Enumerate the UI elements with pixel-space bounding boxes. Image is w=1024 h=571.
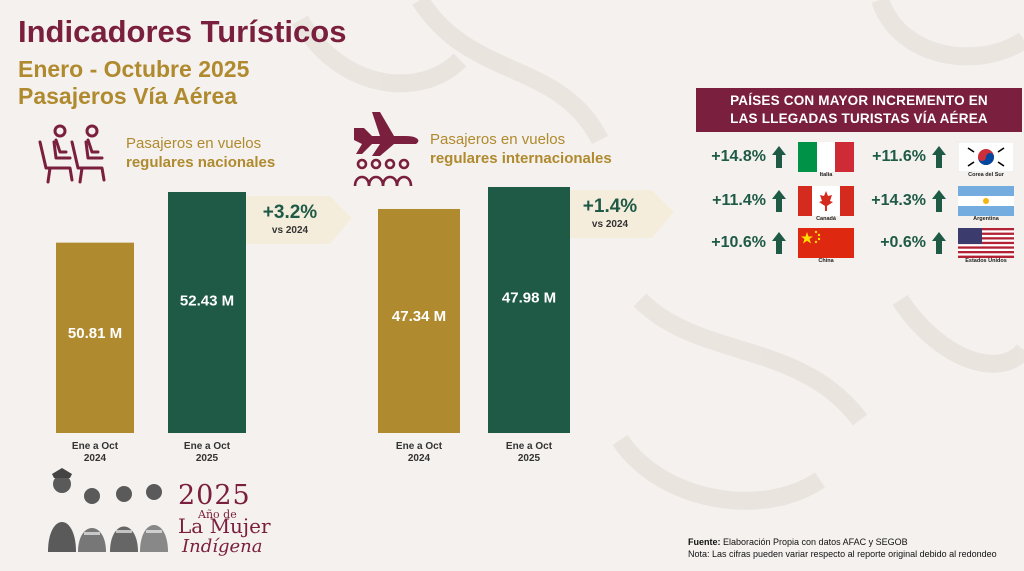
category-label: Ene a Oct bbox=[72, 441, 119, 452]
indigenous-women-illustration bbox=[48, 468, 168, 552]
international-label-line2: regulares internacionales bbox=[430, 150, 612, 167]
argentina-flag bbox=[958, 186, 1014, 216]
country-pct: +11.4% bbox=[712, 192, 766, 209]
category-label: 2024 bbox=[408, 453, 431, 464]
footer-notes: Fuente: Elaboración Propia con datos AFA… bbox=[688, 536, 997, 560]
international-growth-pct: +1.4% bbox=[582, 196, 638, 217]
country-name: Canadá bbox=[816, 216, 836, 222]
up-arrow-icon bbox=[772, 232, 786, 254]
country-pct: +11.6% bbox=[872, 148, 926, 165]
international-growth-badge: +1.4% vs 2024 bbox=[572, 196, 648, 230]
category-label: 2024 bbox=[84, 453, 107, 464]
country-item-argentina: +14.3% Argentina bbox=[860, 186, 1020, 222]
up-arrow-icon bbox=[932, 190, 946, 212]
period-subtitle: Enero - Octubre 2025 bbox=[18, 56, 250, 82]
national-growth-badge: +3.2% vs 2024 bbox=[252, 202, 328, 236]
bar-international-0 bbox=[378, 208, 460, 433]
footer-source-label: Fuente: bbox=[688, 537, 721, 547]
logo-line3: Indígena bbox=[182, 536, 263, 557]
logo-line2: La Mujer bbox=[178, 514, 271, 538]
china-flag bbox=[798, 228, 854, 258]
country-pct: +10.6% bbox=[711, 234, 766, 251]
bar-value-label: 47.34 M bbox=[392, 308, 446, 325]
international-label: Pasajeros en vuelos regulares internacio… bbox=[430, 130, 612, 168]
bar-value-label: 50.81 M bbox=[68, 325, 122, 342]
up-arrow-icon bbox=[932, 232, 946, 254]
bar-national-0 bbox=[56, 242, 134, 433]
country-pct: +0.6% bbox=[880, 234, 926, 251]
bar-value-label: 47.98 M bbox=[502, 290, 556, 307]
category-label: Ene a Oct bbox=[396, 441, 443, 452]
international-growth-vs: vs 2024 bbox=[591, 219, 629, 230]
usa-flag bbox=[958, 228, 1014, 258]
logo-line1: Año de bbox=[198, 508, 237, 521]
country-item-canada: +11.4% Canadá bbox=[700, 186, 860, 222]
country-pct: +14.3% bbox=[871, 192, 926, 209]
country-item-usa: +0.6% Estados Unidos bbox=[860, 228, 1020, 264]
category-label: 2025 bbox=[518, 453, 541, 464]
countries-title-line2: LAS LLEGADAS TURISTAS VÍA AÉREA bbox=[730, 111, 988, 126]
country-name: China bbox=[818, 258, 834, 264]
country-name: Italia bbox=[819, 172, 833, 178]
category-label: 2025 bbox=[196, 453, 219, 464]
country-item-corea: +11.6% Corea del Sur bbox=[860, 142, 1020, 178]
international-label-line1: Pasajeros en vuelos bbox=[430, 131, 566, 148]
page-title: Indicadores Turísticos bbox=[18, 14, 347, 49]
country-name: Argentina bbox=[973, 216, 999, 222]
national-badge-shape bbox=[246, 196, 352, 244]
country-item-italia: +14.8% Italia bbox=[700, 142, 860, 178]
country-pct: +14.8% bbox=[711, 148, 766, 165]
topic-subtitle: Pasajeros Vía Aérea bbox=[18, 83, 238, 109]
up-arrow-icon bbox=[772, 146, 786, 168]
national-growth-vs: vs 2024 bbox=[271, 225, 309, 236]
logo-year: 2025 bbox=[178, 480, 251, 511]
national-label-line2: regulares nacionales bbox=[126, 154, 276, 171]
bar-value-label: 52.43 M bbox=[180, 292, 234, 309]
bar-national-1 bbox=[168, 192, 246, 433]
airplane-seats-icon bbox=[38, 124, 106, 184]
airplane-crowd-icon bbox=[353, 112, 419, 187]
footer-note: Nota: Las cifras pueden variar respecto … bbox=[688, 549, 997, 559]
national-label: Pasajeros en vuelos regulares nacionales bbox=[126, 134, 275, 172]
canada-flag bbox=[798, 186, 854, 216]
international-badge-shape bbox=[566, 190, 674, 238]
countries-panel-title: PAÍSES CON MAYOR INCREMENTO EN LAS LLEGA… bbox=[696, 88, 1022, 132]
national-label-line1: Pasajeros en vuelos bbox=[126, 135, 262, 152]
bar-international-1 bbox=[488, 187, 570, 433]
country-item-china: +10.6% China bbox=[700, 228, 860, 264]
footer-source-text: Elaboración Propia con datos AFAC y SEGO… bbox=[720, 537, 908, 547]
up-arrow-icon bbox=[772, 190, 786, 212]
south-korea-flag bbox=[958, 142, 1014, 172]
national-growth-pct: +3.2% bbox=[262, 202, 318, 223]
up-arrow-icon bbox=[932, 146, 946, 168]
category-label: Ene a Oct bbox=[506, 441, 553, 452]
category-label: Ene a Oct bbox=[184, 441, 231, 452]
country-name: Estados Unidos bbox=[965, 258, 1007, 264]
footer-source: Fuente: Elaboración Propia con datos AFA… bbox=[688, 536, 997, 548]
country-name: Corea del Sur bbox=[968, 172, 1004, 178]
countries-title-line1: PAÍSES CON MAYOR INCREMENTO EN bbox=[730, 93, 988, 108]
italy-flag bbox=[798, 142, 854, 172]
